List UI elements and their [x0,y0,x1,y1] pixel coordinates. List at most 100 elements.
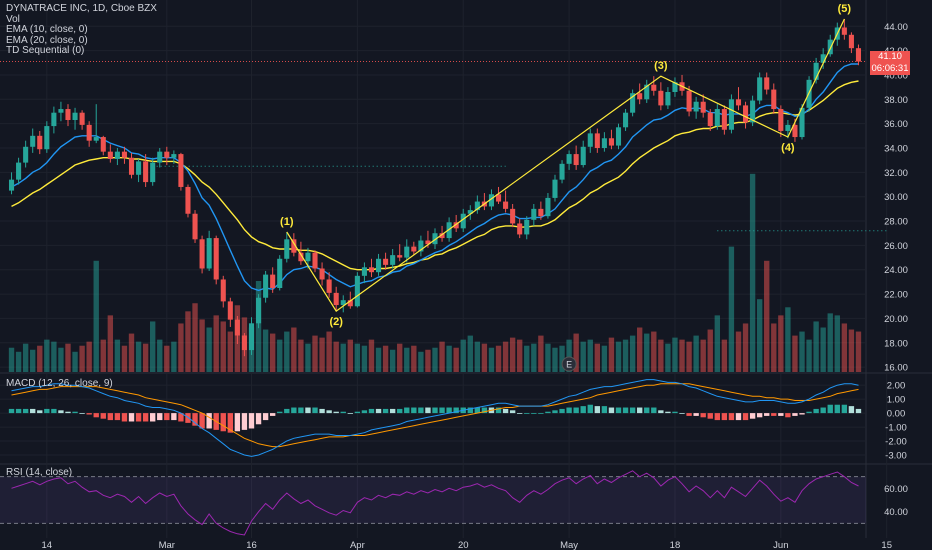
macd-tick-label[interactable]: -2.00 [885,437,907,448]
price-tick-label[interactable]: 18.00 [884,338,908,349]
candle-body[interactable] [587,133,593,147]
candle-body[interactable] [855,48,862,62]
earnings-marker-label[interactable]: E [566,360,572,370]
candle-body[interactable] [30,135,36,147]
time-tick-label[interactable]: 20 [458,540,469,550]
candle-body[interactable] [16,162,22,180]
candle-body[interactable] [227,301,233,320]
candle-body[interactable] [531,208,537,220]
candle-body[interactable] [51,112,57,127]
time-tick-label[interactable]: 14 [42,540,53,550]
candle-body[interactable] [495,194,502,202]
candle-body[interactable] [284,239,290,259]
candle-body[interactable] [750,100,756,123]
price-tick-label[interactable]: 24.00 [884,265,908,276]
candle-body[interactable] [248,323,255,351]
candle-body[interactable] [58,109,64,113]
candle-body[interactable] [241,335,247,351]
candle-body[interactable] [37,135,43,150]
candle-body[interactable] [270,274,276,288]
candle-body[interactable] [319,268,325,280]
price-candles[interactable] [8,18,862,357]
candle-body[interactable] [524,219,530,235]
candle-body[interactable] [305,252,311,262]
wave-label[interactable]: (3) [654,60,668,72]
candle-body[interactable] [8,179,15,191]
price-tick-label[interactable]: 28.00 [884,217,908,228]
candle-body[interactable] [256,297,262,324]
candle-body[interactable] [644,84,650,100]
time-tick-label[interactable]: 16 [246,540,257,550]
price-axis[interactable]: 16.00 18.00 20.00 22.00 24.00 26.00 28.00 30.00… [884,22,908,518]
candle-body[interactable] [185,186,191,214]
price-tick-label[interactable]: 16.00 [884,363,908,374]
candle-body[interactable] [517,223,523,235]
candle-body[interactable] [538,208,544,217]
candle-body[interactable] [347,300,353,307]
candle-body[interactable] [566,154,572,164]
candle-body[interactable] [743,105,749,123]
candle-body[interactable] [778,109,784,131]
candle-body[interactable] [277,258,283,288]
candle-body[interactable] [467,210,473,214]
candle-body[interactable] [340,300,346,306]
candle-body[interactable] [735,99,742,106]
rsi-legend[interactable]: RSI (14, close) [6,467,73,478]
candle-body[interactable] [608,138,614,146]
candle-body[interactable] [121,151,127,158]
price-tick-label[interactable]: 40.00 [884,70,908,81]
macd-tick-label[interactable]: 0.00 [887,409,906,420]
candle-body[interactable] [848,34,854,49]
candle-body[interactable] [234,319,240,336]
candle-body[interactable] [178,154,184,187]
candle-body[interactable] [665,92,671,106]
candle-body[interactable] [460,213,466,229]
candle-body[interactable] [143,161,149,183]
candle-body[interactable] [383,258,389,265]
time-axis[interactable]: 14Mar16Apr20May18Jun15Jul [42,540,932,550]
candle-body[interactable] [100,137,106,152]
macd-tick-label[interactable]: -1.00 [885,423,907,434]
candle-body[interactable] [44,126,50,150]
candle-body[interactable] [615,127,622,146]
candle-body[interactable] [637,93,643,100]
candle-body[interactable] [545,197,551,217]
macd-pane[interactable] [8,379,862,457]
candle-body[interactable] [150,162,156,183]
candle-body[interactable] [361,267,367,276]
time-tick-label[interactable]: 15 [881,540,892,550]
wave-label[interactable]: (4) [781,142,795,154]
price-tick-label[interactable]: 34.00 [884,144,908,155]
candle-body[interactable] [425,240,431,245]
price-tick-label[interactable]: 20.00 [884,314,908,325]
candle-body[interactable] [418,240,424,252]
candle-body[interactable] [672,82,678,92]
candle-body[interactable] [630,93,636,113]
candle-body[interactable] [404,246,410,258]
candle-body[interactable] [164,151,170,158]
price-tick-label[interactable]: 22.00 [884,290,908,301]
candle-body[interactable] [686,90,692,112]
candle-body[interactable] [291,239,297,253]
candle-body[interactable] [192,213,198,240]
macd-legend[interactable]: MACD (12, 26, close, 9) [6,378,113,389]
candle-body[interactable] [841,27,847,35]
candle-body[interactable] [771,89,777,110]
candle-body[interactable] [298,252,304,262]
candle-body[interactable] [368,267,375,273]
chart-legend[interactable]: DYNATRACE INC, 1D, Cboe BZX Vol EMA (10,… [6,3,157,57]
candle-body[interactable] [594,133,600,148]
price-tick-label[interactable]: 36.00 [884,119,908,130]
candle-body[interactable] [573,154,579,166]
price-tick-label[interactable]: 32.00 [884,168,908,179]
candle-body[interactable] [86,124,92,141]
candle-body[interactable] [128,157,135,175]
candle-body[interactable] [488,194,495,207]
candle-body[interactable] [397,255,403,258]
wave-label[interactable]: (5) [838,3,852,15]
candle-body[interactable] [79,112,85,125]
candle-body[interactable] [827,39,833,55]
candle-body[interactable] [623,112,629,128]
candle-body[interactable] [107,151,113,159]
candle-body[interactable] [432,233,438,245]
